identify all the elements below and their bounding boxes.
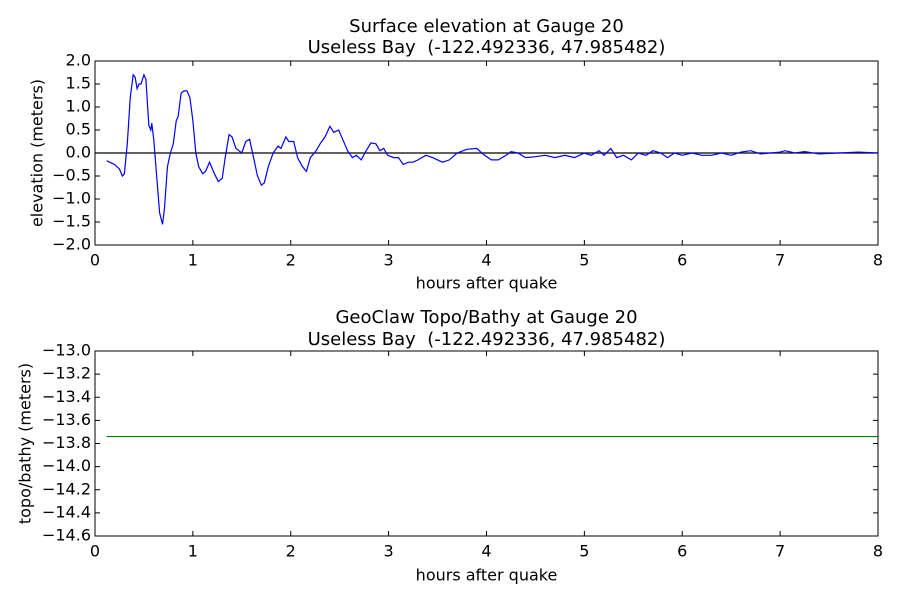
x-tick-label: 1	[188, 251, 198, 270]
y-tick-label: 2.0	[66, 51, 91, 70]
x-tick-label: 0	[90, 542, 100, 561]
y-tick-label: −14.2	[42, 479, 91, 498]
y-tick-label: −0.5	[52, 166, 91, 185]
chart-title: GeoClaw Topo/Bathy at Gauge 20	[335, 307, 637, 328]
y-tick-label: 0.0	[66, 143, 91, 162]
y-tick-label: 1.0	[66, 97, 91, 116]
y-axis-label: elevation (meters)	[28, 79, 47, 227]
y-axis-label: topo/bathy (meters)	[16, 363, 35, 524]
x-tick-label: 1	[188, 542, 198, 561]
plot-frame	[94, 60, 879, 246]
x-tick-label: 6	[677, 251, 687, 270]
x-tick-label: 5	[579, 251, 589, 270]
x-tick-label: 7	[775, 251, 785, 270]
y-tick-label: −13.6	[42, 410, 91, 429]
y-tick-label: 1.5	[66, 74, 91, 93]
y-tick-label: −13.4	[42, 387, 91, 406]
y-tick-label: −13.0	[42, 341, 91, 360]
y-tick-label: −2.0	[52, 235, 91, 254]
y-tick-label: −1.0	[52, 189, 91, 208]
y-tick-label: −14.6	[42, 526, 91, 545]
plot-frame	[94, 350, 879, 537]
x-axis-label: hours after quake	[416, 274, 558, 293]
x-tick-label: 8	[873, 251, 883, 270]
chart-title: Surface elevation at Gauge 20	[349, 16, 624, 37]
x-tick-label: 7	[775, 542, 785, 561]
x-tick-label: 3	[384, 542, 394, 561]
x-tick-label: 8	[873, 542, 883, 561]
y-tick-label: −14.0	[42, 456, 91, 475]
x-tick-label: 4	[481, 251, 491, 270]
y-tick-label: −14.4	[42, 502, 91, 521]
x-tick-label: 5	[579, 542, 589, 561]
x-tick-label: 2	[286, 542, 296, 561]
y-tick-label: −1.5	[52, 212, 91, 231]
y-tick-label: 0.5	[66, 120, 91, 139]
chart-subtitle: Useless Bay (-122.492336, 47.985482)	[308, 329, 666, 350]
x-tick-label: 4	[481, 542, 491, 561]
y-tick-label: −13.2	[42, 364, 91, 383]
x-tick-label: 3	[384, 251, 394, 270]
x-tick-label: 6	[677, 542, 687, 561]
x-tick-label: 2	[286, 251, 296, 270]
x-axis-label: hours after quake	[416, 566, 558, 585]
y-tick-label: −13.8	[42, 433, 91, 452]
x-tick-label: 0	[90, 251, 100, 270]
data-line	[106, 73, 878, 225]
chart-subtitle: Useless Bay (-122.492336, 47.985482)	[308, 37, 666, 58]
